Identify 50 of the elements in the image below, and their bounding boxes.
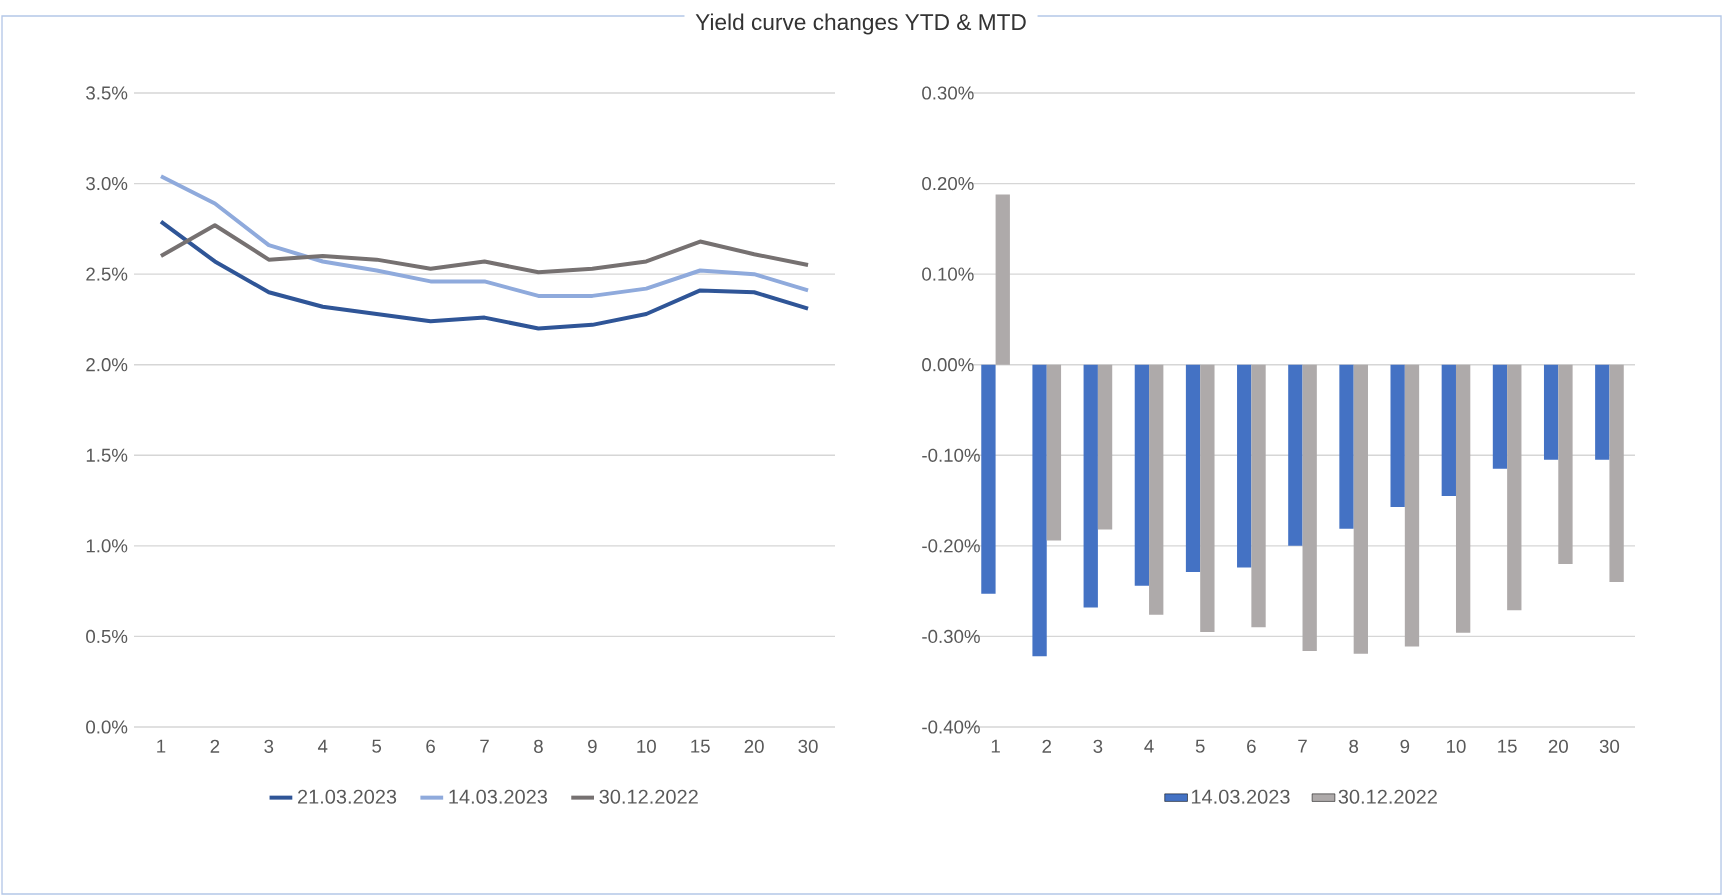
x-tick-label: 6 — [1247, 739, 1256, 753]
x-tick-label: 2 — [210, 739, 220, 753]
y-tick-label: -0.10% — [922, 448, 980, 462]
legend-label: 14.03.2023 — [449, 789, 548, 804]
x-tick-label: 20 — [1548, 739, 1568, 753]
x-tick-label: 3 — [1093, 739, 1103, 753]
x-tick-label: 9 — [588, 739, 597, 753]
x-tick-label: 5 — [372, 739, 382, 753]
x-tick-label: 10 — [1447, 739, 1466, 753]
x-tick-label: 4 — [1144, 739, 1154, 753]
x-tick-label: 7 — [1298, 739, 1307, 753]
y-tick-label: -0.20% — [922, 539, 980, 553]
x-tick-label: 15 — [691, 739, 710, 753]
x-tick-label: 8 — [534, 739, 543, 753]
x-tick-label: 1 — [157, 739, 166, 753]
x-tick-label: 9 — [1400, 739, 1410, 753]
x-tick-label: 6 — [426, 739, 435, 753]
x-tick-label: 1 — [991, 739, 1000, 753]
y-tick-label: 3.5% — [86, 86, 128, 100]
line-series — [158, 174, 811, 298]
y-tick-label: 2.0% — [86, 358, 128, 372]
chart-title: Yield curve changes YTD & MTD — [695, 13, 1026, 35]
y-tick-label: 3.0% — [86, 176, 128, 191]
x-tick-label: 3 — [264, 739, 274, 753]
y-tick-label: -0.40% — [922, 720, 980, 734]
line-series — [158, 223, 811, 275]
x-tick-label: 7 — [480, 739, 489, 753]
x-tick-label: 30 — [1599, 739, 1620, 753]
y-tick-label: 0.30% — [922, 86, 974, 100]
y-tick-label: 1.5% — [86, 448, 128, 462]
x-tick-label: 30 — [798, 739, 818, 753]
x-tick-label: 4 — [317, 739, 328, 753]
x-tick-label: 15 — [1498, 739, 1517, 753]
legend-label: 14.03.2023 — [1191, 789, 1290, 804]
y-tick-label: 0.00% — [922, 358, 974, 372]
x-tick-label: 20 — [744, 739, 764, 753]
y-tick-label: -0.30% — [922, 629, 980, 644]
y-tick-label: 0.10% — [922, 267, 974, 281]
x-tick-label: 10 — [637, 739, 656, 753]
legend-label: 30.12.2022 — [599, 789, 698, 804]
y-tick-label: 2.5% — [86, 267, 128, 281]
x-tick-label: 5 — [1195, 739, 1205, 753]
legend-label: 21.03.2023 — [297, 789, 397, 804]
x-tick-label: 2 — [1042, 739, 1052, 753]
x-tick-label: 8 — [1349, 739, 1359, 753]
y-tick-label: 0.20% — [922, 176, 974, 191]
legend-label: 30.12.2022 — [1338, 789, 1437, 804]
y-tick-label: 0.5% — [86, 629, 128, 644]
y-tick-label: 0.0% — [86, 720, 128, 734]
y-tick-label: 1.0% — [86, 539, 128, 553]
